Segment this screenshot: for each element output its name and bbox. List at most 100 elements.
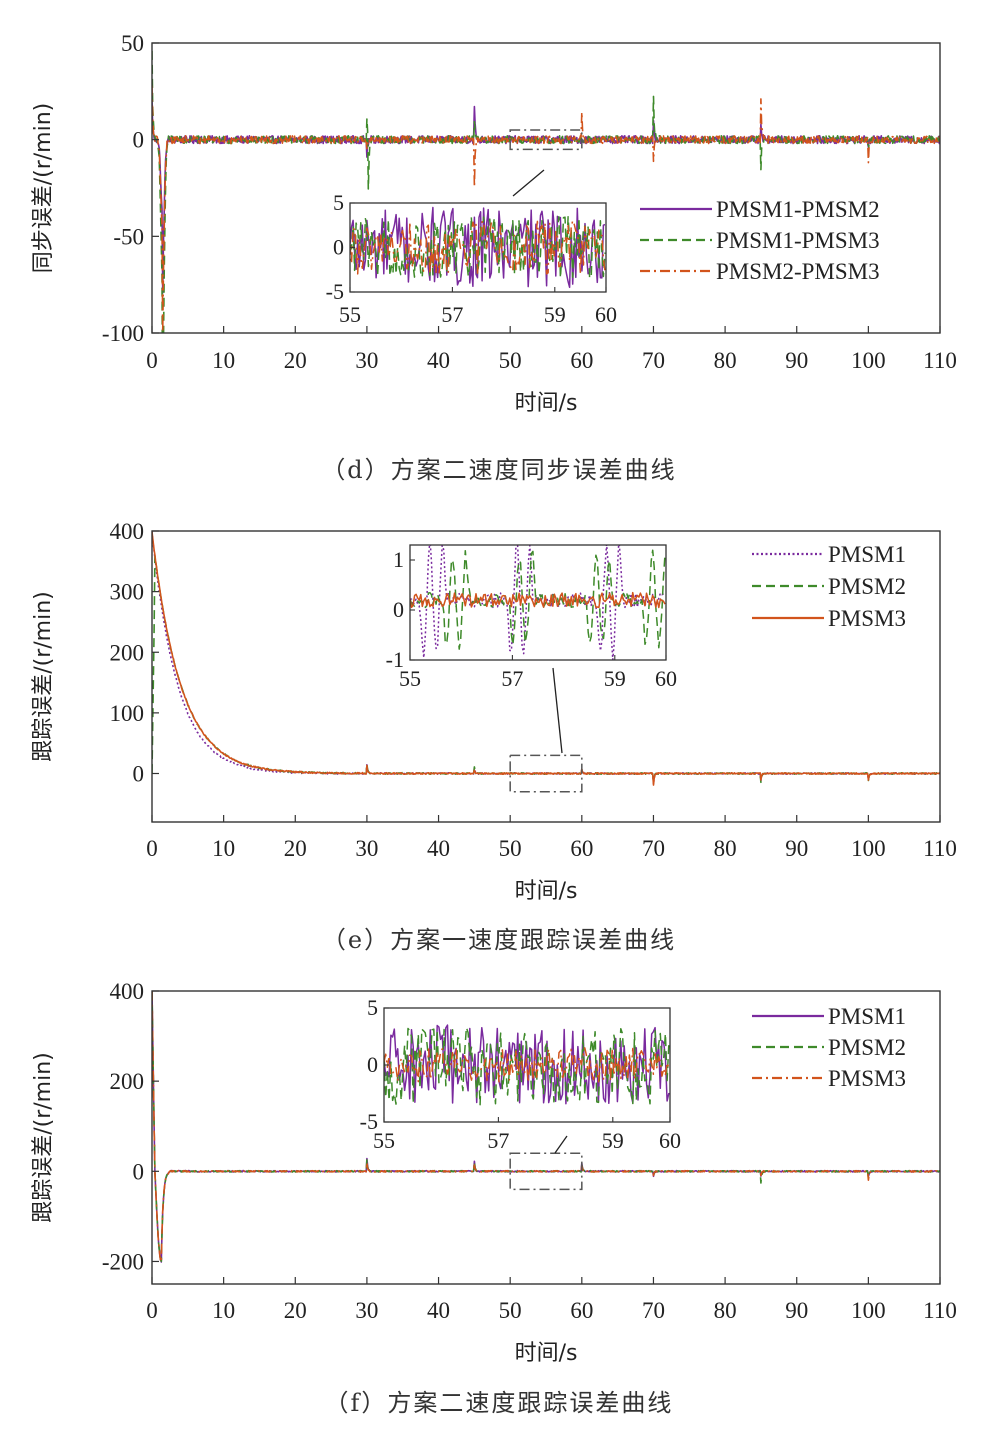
x-tick-label: 10 — [212, 348, 235, 373]
x-tick-label: 110 — [923, 1298, 957, 1323]
inset-y-tick-label: -5 — [360, 1109, 378, 1134]
x-tick-label: 40 — [427, 348, 450, 373]
x-tick-label: 60 — [570, 1298, 593, 1323]
inset-series-line-pmsm3 — [410, 591, 666, 609]
inset-x-tick-label: 60 — [655, 666, 677, 691]
inset-x-tick-label: 57 — [441, 302, 463, 327]
x-tick-label: 10 — [212, 836, 235, 861]
figure-caption: （e）方案一速度跟踪误差曲线 — [322, 926, 676, 954]
inset-zoom: 55 57 59 60 5 0 -5 — [326, 190, 617, 327]
inset-x-tick-label: 55 — [339, 302, 361, 327]
inset-x-tick-label: 55 — [373, 1128, 395, 1153]
plot-frame — [151, 530, 941, 823]
x-tick-label: 50 — [499, 1298, 522, 1323]
x-tick-label: 0 — [146, 348, 158, 373]
y-tick-label: 50 — [121, 31, 144, 56]
legend-label: PMSM2 — [828, 1035, 906, 1060]
chart-panel-f: 0 10 20 30 40 50 60 70 80 90 100 1104002000-200时间/s… — [31, 979, 957, 1417]
zoom-window-box — [509, 129, 583, 151]
x-tick-label: 90 — [785, 348, 808, 373]
y-axis-label: 同步误差/(r/min) — [31, 103, 56, 274]
x-axis-label: 时间/s — [515, 391, 578, 416]
inset-y-tick-label: 1 — [393, 547, 404, 572]
x-tick-label: 80 — [714, 836, 737, 861]
legend-label: PMSM2-PMSM3 — [716, 259, 880, 284]
legend-label: PMSM1-PMSM2 — [716, 197, 880, 222]
chart-panel-d: 0 10 20 30 40 50 60 70 80 90 100 110500-50-100时间/s同… — [31, 31, 957, 484]
inset-series-line-pmsm1-pmsm3 — [350, 215, 606, 279]
x-tick-label: 100 — [851, 348, 886, 373]
series-line-pmsm2-pmsm3 — [152, 85, 940, 333]
zoom-leader-line — [512, 169, 545, 197]
x-tick-label: 60 — [570, 348, 593, 373]
y-tick-label: 0 — [133, 1159, 145, 1184]
inset-series-line-pmsm2 — [384, 1026, 670, 1106]
inset-x-tick-label: 55 — [399, 666, 421, 691]
inset-x-tick-label: 60 — [595, 302, 617, 327]
y-tick-label: 200 — [110, 1069, 145, 1094]
x-tick-label: 100 — [851, 836, 886, 861]
zoom-leader-line — [554, 1135, 568, 1154]
x-tick-label: 50 — [499, 348, 522, 373]
inset-x-tick-label: 57 — [487, 1128, 509, 1153]
y-tick-label: 100 — [110, 701, 145, 726]
x-tick-label: 20 — [284, 1298, 307, 1323]
legend: PMSM1 PMSM2 PMSM3 — [752, 1004, 906, 1091]
inset-x-tick-label: 60 — [659, 1128, 681, 1153]
x-tick-label: 20 — [284, 836, 307, 861]
y-axis-label: 跟踪误差/(r/min) — [31, 591, 56, 762]
inset-plot-area — [350, 206, 606, 289]
plot-area — [152, 531, 940, 786]
legend: PMSM1 PMSM2 PMSM3 — [752, 542, 906, 631]
x-tick-label: 30 — [355, 1298, 378, 1323]
series-line-pmsm3 — [152, 531, 940, 786]
inset-y-tick-label: -5 — [326, 279, 344, 304]
y-tick-label: -50 — [113, 224, 144, 249]
x-tick-label: 30 — [355, 348, 378, 373]
x-tick-label: 80 — [714, 348, 737, 373]
inset-series-line-pmsm3 — [384, 1047, 670, 1083]
x-tick-label: 50 — [499, 836, 522, 861]
x-tick-label: 70 — [642, 1298, 665, 1323]
inset-x-tick-label: 59 — [544, 302, 566, 327]
legend-label: PMSM3 — [828, 1066, 906, 1091]
x-axis-label: 时间/s — [515, 879, 578, 904]
plot-area — [152, 991, 940, 1263]
legend-label: PMSM1 — [828, 542, 906, 567]
plot-frame — [151, 990, 941, 1285]
figure-caption: （d）方案二速度同步误差曲线 — [321, 456, 676, 484]
inset-series-line-pmsm1-pmsm2 — [350, 206, 606, 289]
y-tick-label: 400 — [110, 519, 145, 544]
zoom-window-box — [509, 754, 583, 793]
y-tick-label: 0 — [133, 128, 145, 153]
inset-x-tick-label: 59 — [602, 1128, 624, 1153]
legend-label: PMSM1-PMSM3 — [716, 228, 880, 253]
y-axis-label: 跟踪误差/(r/min) — [31, 1052, 56, 1223]
legend-label: PMSM1 — [828, 1004, 906, 1029]
series-line-pmsm1-pmsm3 — [152, 50, 940, 333]
x-axis-label: 时间/s — [515, 1341, 578, 1366]
figure-caption: （f）方案二速度跟踪误差曲线 — [325, 1389, 674, 1417]
inset-y-tick-label: 0 — [367, 1052, 378, 1077]
inset-y-tick-label: 0 — [333, 235, 344, 260]
x-tick-label: 70 — [642, 348, 665, 373]
x-tick-label: 20 — [284, 348, 307, 373]
y-tick-label: -100 — [102, 321, 144, 346]
x-tick-label: 40 — [427, 1298, 450, 1323]
legend: PMSM1-PMSM2 PMSM1-PMSM3 PMSM2-PMSM3 — [640, 197, 880, 284]
legend-label: PMSM3 — [828, 606, 906, 631]
x-tick-label: 60 — [570, 836, 593, 861]
y-tick-label: -200 — [102, 1249, 144, 1274]
x-tick-label: 40 — [427, 836, 450, 861]
inset-zoom: 55 57 59 60 1 0 -1 — [386, 544, 677, 691]
legend-label: PMSM2 — [828, 574, 906, 599]
inset-y-tick-label: 5 — [367, 995, 378, 1020]
y-tick-label: 200 — [110, 640, 145, 665]
inset-x-tick-label: 59 — [604, 666, 626, 691]
inset-plot-area — [410, 545, 666, 660]
inset-frame — [409, 544, 667, 661]
inset-x-tick-label: 57 — [501, 666, 523, 691]
inset-y-tick-label: 5 — [333, 190, 344, 215]
inset-series-line-pmsm2-pmsm3 — [350, 220, 606, 275]
